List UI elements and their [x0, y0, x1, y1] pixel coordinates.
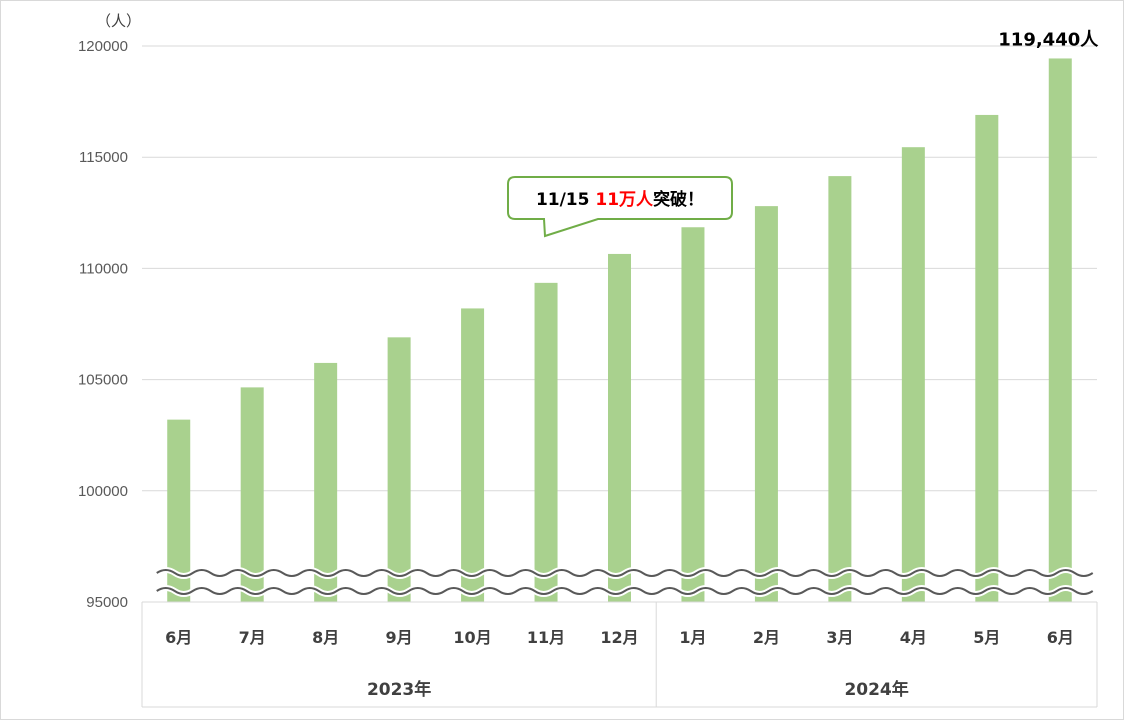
bar [167, 419, 191, 602]
bar [461, 308, 485, 602]
x-tick-label: 6月 [165, 628, 192, 647]
bar [754, 206, 778, 603]
bar [828, 176, 852, 602]
bar [681, 227, 705, 603]
data-label: 119,440人 [998, 29, 1099, 50]
bar [387, 337, 411, 602]
bar [240, 387, 264, 602]
x-tick-label: 3月 [826, 628, 853, 647]
axis-break-wave [156, 587, 1094, 595]
y-tick-label: 120000 [78, 38, 128, 55]
x-tick-label: 1月 [679, 628, 706, 647]
group-label: 2024年 [844, 679, 908, 700]
x-tick-label: 10月 [453, 628, 491, 647]
callout-text: 11/15 11万人突破！ [536, 189, 704, 210]
y-tick-label: 100000 [78, 483, 128, 500]
x-tick-label: 11月 [527, 628, 565, 647]
y-tick-label: 95000 [86, 594, 128, 611]
bar [901, 147, 925, 602]
bar [1048, 58, 1072, 602]
y-unit-label: （人） [96, 12, 141, 30]
x-tick-label: 12月 [600, 628, 638, 647]
x-tick-label: 8月 [312, 628, 339, 647]
callout-bubble [507, 176, 733, 238]
bar [975, 114, 999, 602]
x-tick-label: 9月 [386, 628, 413, 647]
x-tick-label: 5月 [973, 628, 1000, 647]
x-tick-label: 2月 [753, 628, 780, 647]
callout-suffix: 突破！ [653, 189, 704, 210]
x-tick-label: 4月 [900, 628, 927, 647]
y-tick-label: 105000 [78, 372, 128, 389]
callout-date: 11/15 [536, 190, 595, 210]
x-tick-label: 6月 [1047, 628, 1074, 647]
callout-highlight: 11万人 [595, 190, 654, 210]
bar [608, 253, 631, 602]
x-tick-label: 7月 [239, 628, 266, 647]
bar [314, 362, 338, 602]
group-label: 2023年 [367, 679, 431, 700]
bar [534, 282, 558, 602]
y-tick-label: 110000 [79, 260, 128, 277]
axis-break-wave [156, 569, 1094, 577]
y-tick-label: 115000 [79, 149, 128, 166]
